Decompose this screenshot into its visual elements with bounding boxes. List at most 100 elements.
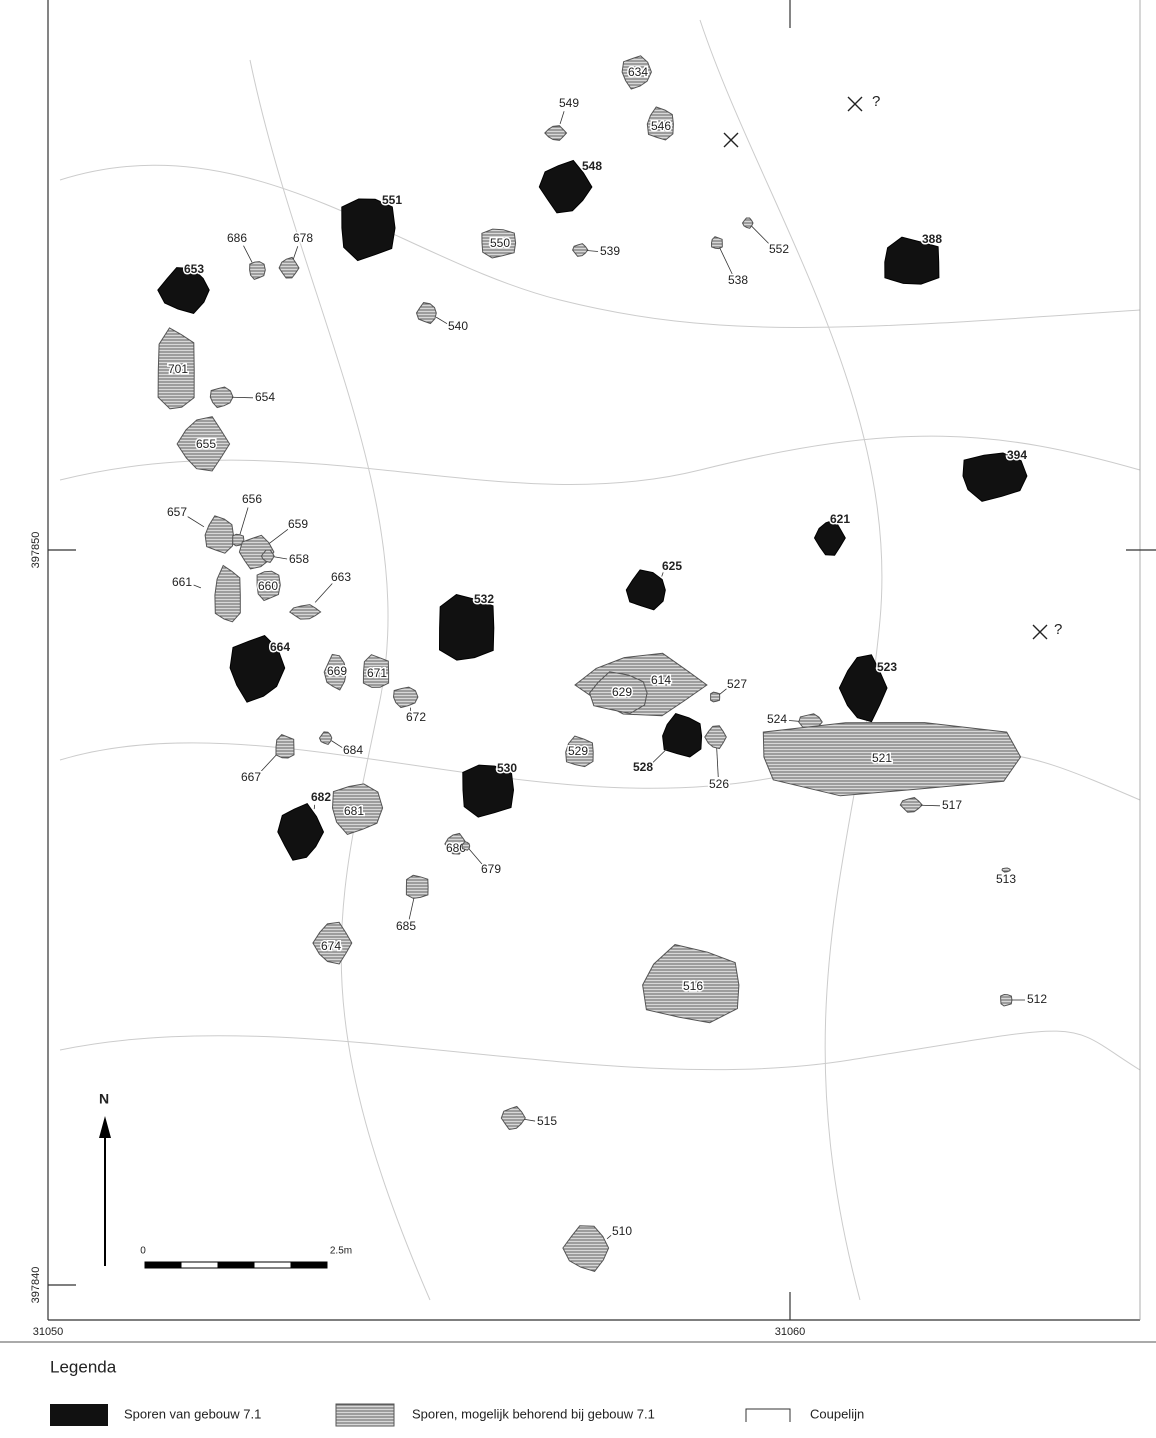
feature — [232, 533, 245, 547]
leader-line — [313, 804, 316, 810]
feature — [962, 452, 1028, 502]
feature — [323, 653, 347, 691]
leader-line — [187, 516, 205, 528]
leader-line — [435, 316, 448, 325]
feature-label: 669 — [327, 664, 347, 678]
feature-label: 685 — [396, 919, 416, 933]
feature-label: 653 — [184, 262, 204, 276]
grid-label: 31050 — [33, 1326, 64, 1338]
feature-label: 674 — [321, 939, 341, 953]
feature — [621, 55, 652, 90]
feature — [331, 783, 384, 835]
features: 551 548 653 388 394 621 625 532 664 523 528 530 682 6… — [157, 55, 1049, 1272]
feature — [278, 256, 300, 279]
feature — [589, 671, 648, 715]
frame — [0, 0, 1156, 1343]
feature — [157, 327, 195, 410]
feature — [642, 944, 740, 1024]
feature — [362, 654, 390, 688]
leader-line — [331, 740, 343, 748]
leader-line — [468, 848, 483, 865]
feature — [572, 243, 589, 257]
feature — [275, 734, 295, 759]
feature — [438, 594, 495, 661]
feature-label: 513 — [996, 872, 1016, 886]
feature — [1001, 867, 1012, 873]
feature — [444, 832, 468, 855]
feature — [704, 725, 727, 750]
scale-bar — [144, 1261, 328, 1269]
feature-label: 523 — [877, 660, 897, 674]
feature-label: 680 — [446, 841, 466, 855]
leader-line — [661, 572, 664, 577]
feature-label: 521 — [872, 751, 892, 765]
scale-label: 2.5m — [330, 1246, 352, 1257]
north-arrow — [99, 1116, 111, 1266]
feature — [481, 228, 517, 259]
leader-line — [231, 396, 254, 399]
leader-line — [408, 898, 415, 920]
feature-label: 625 — [662, 559, 682, 573]
feature-label: 655 — [196, 437, 216, 451]
feature-label: 663 — [331, 570, 351, 584]
leader-line — [273, 556, 288, 560]
leader-line — [586, 250, 599, 252]
feature-label: 659 — [288, 517, 308, 531]
feature-label: 664 — [270, 640, 290, 654]
feature — [662, 713, 703, 758]
scale-label: 0 — [140, 1246, 146, 1257]
feature-label: 686 — [227, 231, 247, 245]
feature-label: 517 — [942, 798, 962, 812]
feature — [899, 797, 923, 813]
legend-label: Coupelijn — [810, 1406, 864, 1421]
legend-swatch — [50, 1404, 108, 1426]
contours — [59, 19, 1141, 1301]
feature — [538, 159, 593, 214]
legend-swatch — [335, 1403, 395, 1427]
feature-label: 682 — [311, 790, 331, 804]
feature — [249, 261, 266, 280]
leader-line — [269, 529, 289, 544]
leader-line — [652, 748, 667, 764]
feature — [462, 764, 515, 818]
feature — [229, 635, 286, 703]
feature-label: 524 — [767, 712, 787, 726]
north-label: N — [99, 1091, 109, 1107]
feature — [565, 735, 594, 768]
feature — [646, 106, 674, 141]
feature — [341, 198, 396, 262]
legend-swatch — [745, 1408, 791, 1422]
feature — [762, 722, 1022, 797]
feature-label: 679 — [481, 862, 501, 876]
feature — [461, 841, 471, 851]
feature-label: 660 — [258, 579, 278, 593]
leader-line — [920, 804, 941, 807]
feature-label: 550 — [490, 236, 510, 250]
feature — [710, 691, 721, 703]
feature — [318, 731, 333, 745]
feature-label: 672 — [406, 710, 426, 724]
feature-label: 684 — [343, 743, 363, 757]
feature-label: 540 — [448, 319, 468, 333]
feature-label: 661 — [172, 575, 192, 589]
leader-line — [716, 747, 719, 778]
feature-label: 529 — [568, 744, 588, 758]
feature — [544, 125, 568, 141]
feature-label: 539 — [600, 244, 620, 258]
feature — [710, 236, 723, 250]
feature-label: 532 — [474, 592, 494, 606]
feature — [562, 1225, 610, 1272]
leader-line — [239, 507, 249, 535]
feature-label: 527 — [727, 677, 747, 691]
leader-line — [259, 754, 277, 773]
feature — [415, 301, 437, 325]
feature — [260, 549, 275, 563]
feature — [204, 515, 234, 554]
leader-line — [292, 246, 299, 260]
feature — [884, 236, 940, 285]
feature-label: 614 — [651, 673, 671, 687]
feature-label: 526 — [709, 777, 729, 791]
leader-line — [243, 245, 253, 263]
feature-label: 671 — [367, 666, 387, 680]
leader-line — [719, 688, 727, 695]
